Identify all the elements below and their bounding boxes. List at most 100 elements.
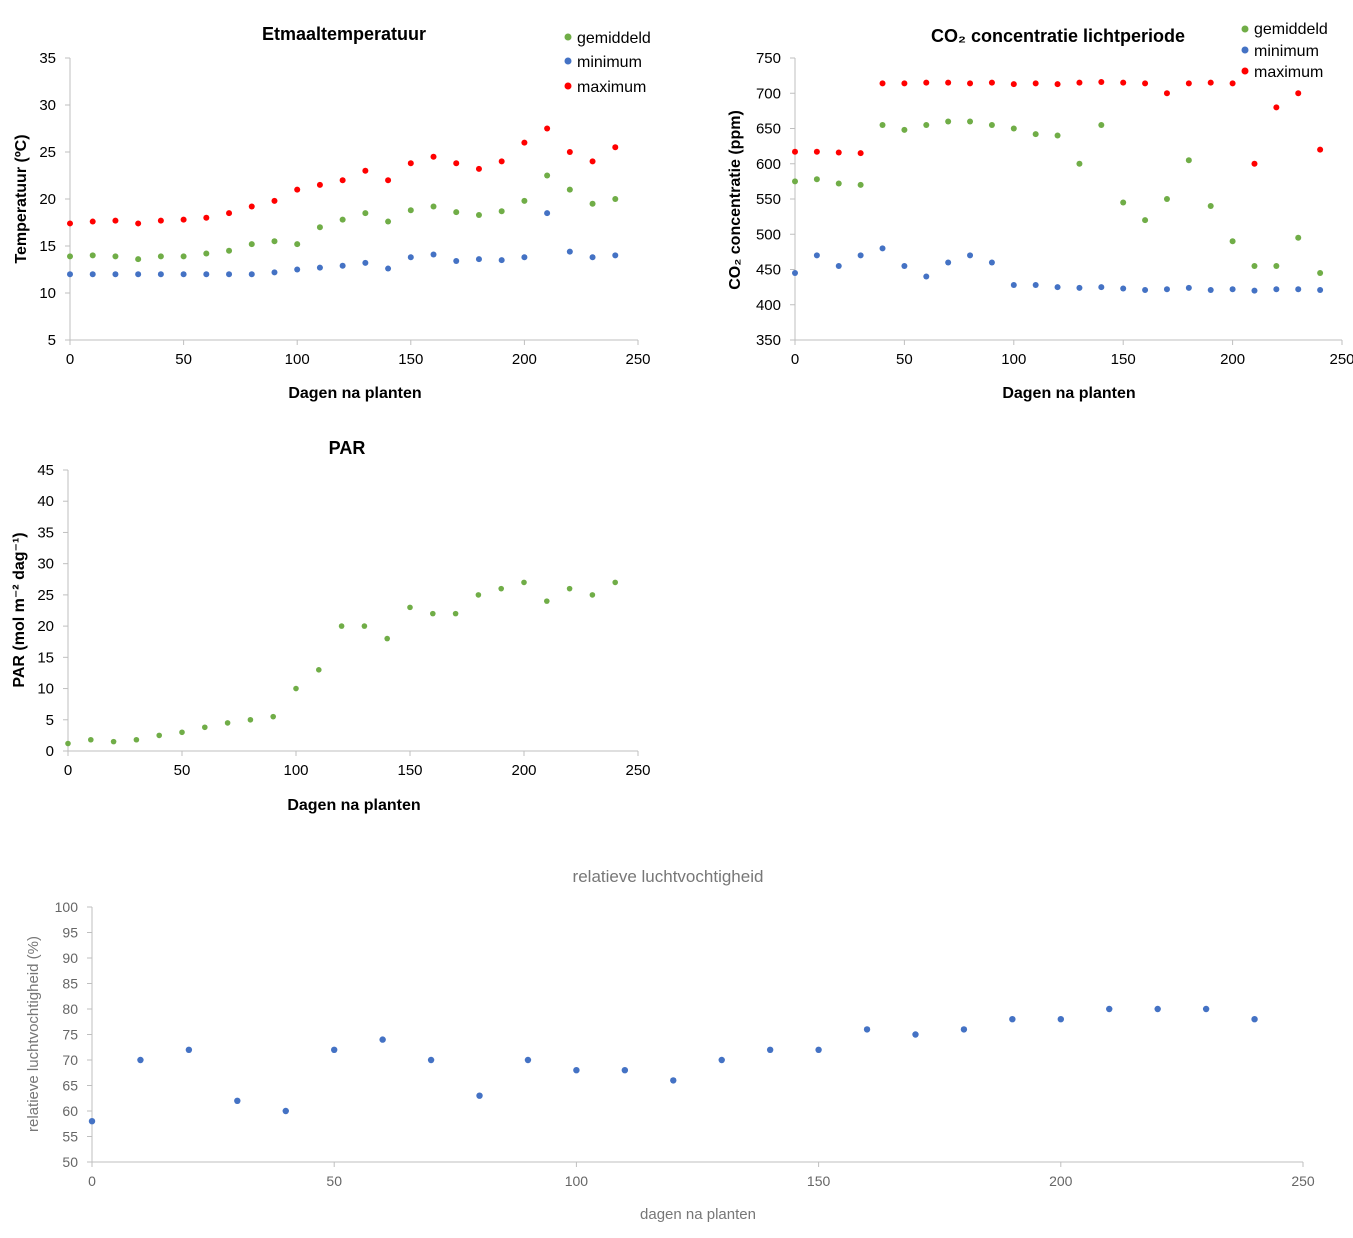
data-point [88,1118,96,1125]
y-tick-label: 65 [62,1078,78,1094]
data-point [88,736,94,743]
co2-x-axis-title: Dagen na planten [1002,385,1135,402]
data-point [544,210,551,217]
data-point [407,160,414,167]
temperature-x-axis-title: Dagen na planten [288,385,421,402]
data-point [1207,79,1214,86]
y-tick-label: 5 [48,332,56,349]
data-point [157,271,164,278]
x-tick-label: 0 [64,762,72,779]
y-tick-label: 400 [756,297,781,314]
x-tick-label: 250 [1291,1173,1315,1189]
data-point [879,245,886,252]
data-point [498,208,505,215]
humidity-chart: relatieve luchtvochtigheid dagen na plan… [0,850,1353,1233]
data-point [766,1046,774,1053]
data-point [988,259,995,266]
data-point [226,271,233,278]
data-point [270,713,277,720]
data-point [110,738,117,745]
data-point [135,256,142,263]
data-point [945,259,952,266]
x-tick-label: 200 [511,762,536,779]
y-tick-label: 55 [62,1129,78,1145]
humidity-y-axis-title: relatieve luchtvochtigheid (%) [25,936,42,1132]
data-point [112,253,119,260]
data-point [1295,234,1302,241]
data-point [1295,90,1302,97]
data-point [524,1056,532,1064]
x-tick-label: 100 [1001,351,1026,368]
co2-y-axis-title: CO₂ concentratie (ppm) [727,110,744,290]
data-point [185,1046,193,1053]
y-tick-label: 25 [37,587,54,604]
y-tick-label: 0 [46,743,54,760]
x-tick-label: 250 [1329,351,1353,368]
data-point [362,259,369,266]
data-point [385,177,392,184]
data-point [566,248,573,255]
y-tick-label: 10 [39,285,56,302]
data-point [475,256,482,263]
data-point [879,121,886,128]
y-tick-label: 500 [756,226,781,243]
temp-series-gemiddeld [67,172,619,263]
y-tick-label: 35 [37,524,54,541]
data-point [476,1092,483,1099]
data-point [1010,282,1017,289]
y-tick-label: 5 [46,712,54,729]
data-point [1142,217,1149,224]
data-point [835,149,842,156]
x-tick-label: 0 [66,351,74,368]
x-tick-label: 50 [175,351,192,368]
y-tick-label: 75 [62,1027,78,1043]
co2-series-maximum [792,78,1324,167]
data-point [362,210,369,217]
data-point [135,271,142,278]
data-point [1251,287,1258,294]
x-tick-label: 0 [88,1173,96,1189]
data-point [1106,1005,1113,1013]
data-point [180,216,187,223]
data-point [339,262,346,269]
data-point [1295,286,1302,293]
x-tick-label: 150 [398,351,423,368]
y-tick-label: 600 [756,156,781,173]
x-tick-label: 50 [896,351,913,368]
data-point [1120,199,1127,206]
data-point [792,270,798,277]
data-point [1207,286,1214,293]
data-point [923,273,930,280]
x-tick-label: 250 [625,762,650,779]
data-point [339,177,346,184]
y-tick-label: 20 [39,191,56,208]
data-point [1273,286,1280,293]
data-point [430,251,437,258]
data-point [271,197,278,204]
data-point [1273,262,1280,269]
x-tick-label: 100 [565,1173,589,1189]
x-tick-label: 0 [791,351,799,368]
data-point [1317,270,1324,277]
data-point [1185,80,1192,87]
data-point [294,266,301,273]
data-point [202,724,208,731]
x-tick-label: 100 [283,762,308,779]
data-point [1076,79,1083,86]
data-point [573,1067,580,1074]
data-point [226,247,233,254]
data-point [248,203,255,210]
legend-marker-minimum [564,57,572,65]
data-point [589,200,596,207]
legend-marker-gemiddeld [564,33,572,41]
data-point [718,1056,725,1064]
y-tick-label: 350 [756,332,781,349]
data-point [385,218,392,225]
data-point [1098,284,1105,291]
data-point [1317,286,1324,293]
data-point [452,610,459,617]
data-point [857,181,864,188]
par-chart-svg: PAR Dagen na planten PAR (mol m⁻² dag⁻¹)… [11,438,651,814]
data-point [1098,78,1105,85]
data-point [967,118,974,125]
